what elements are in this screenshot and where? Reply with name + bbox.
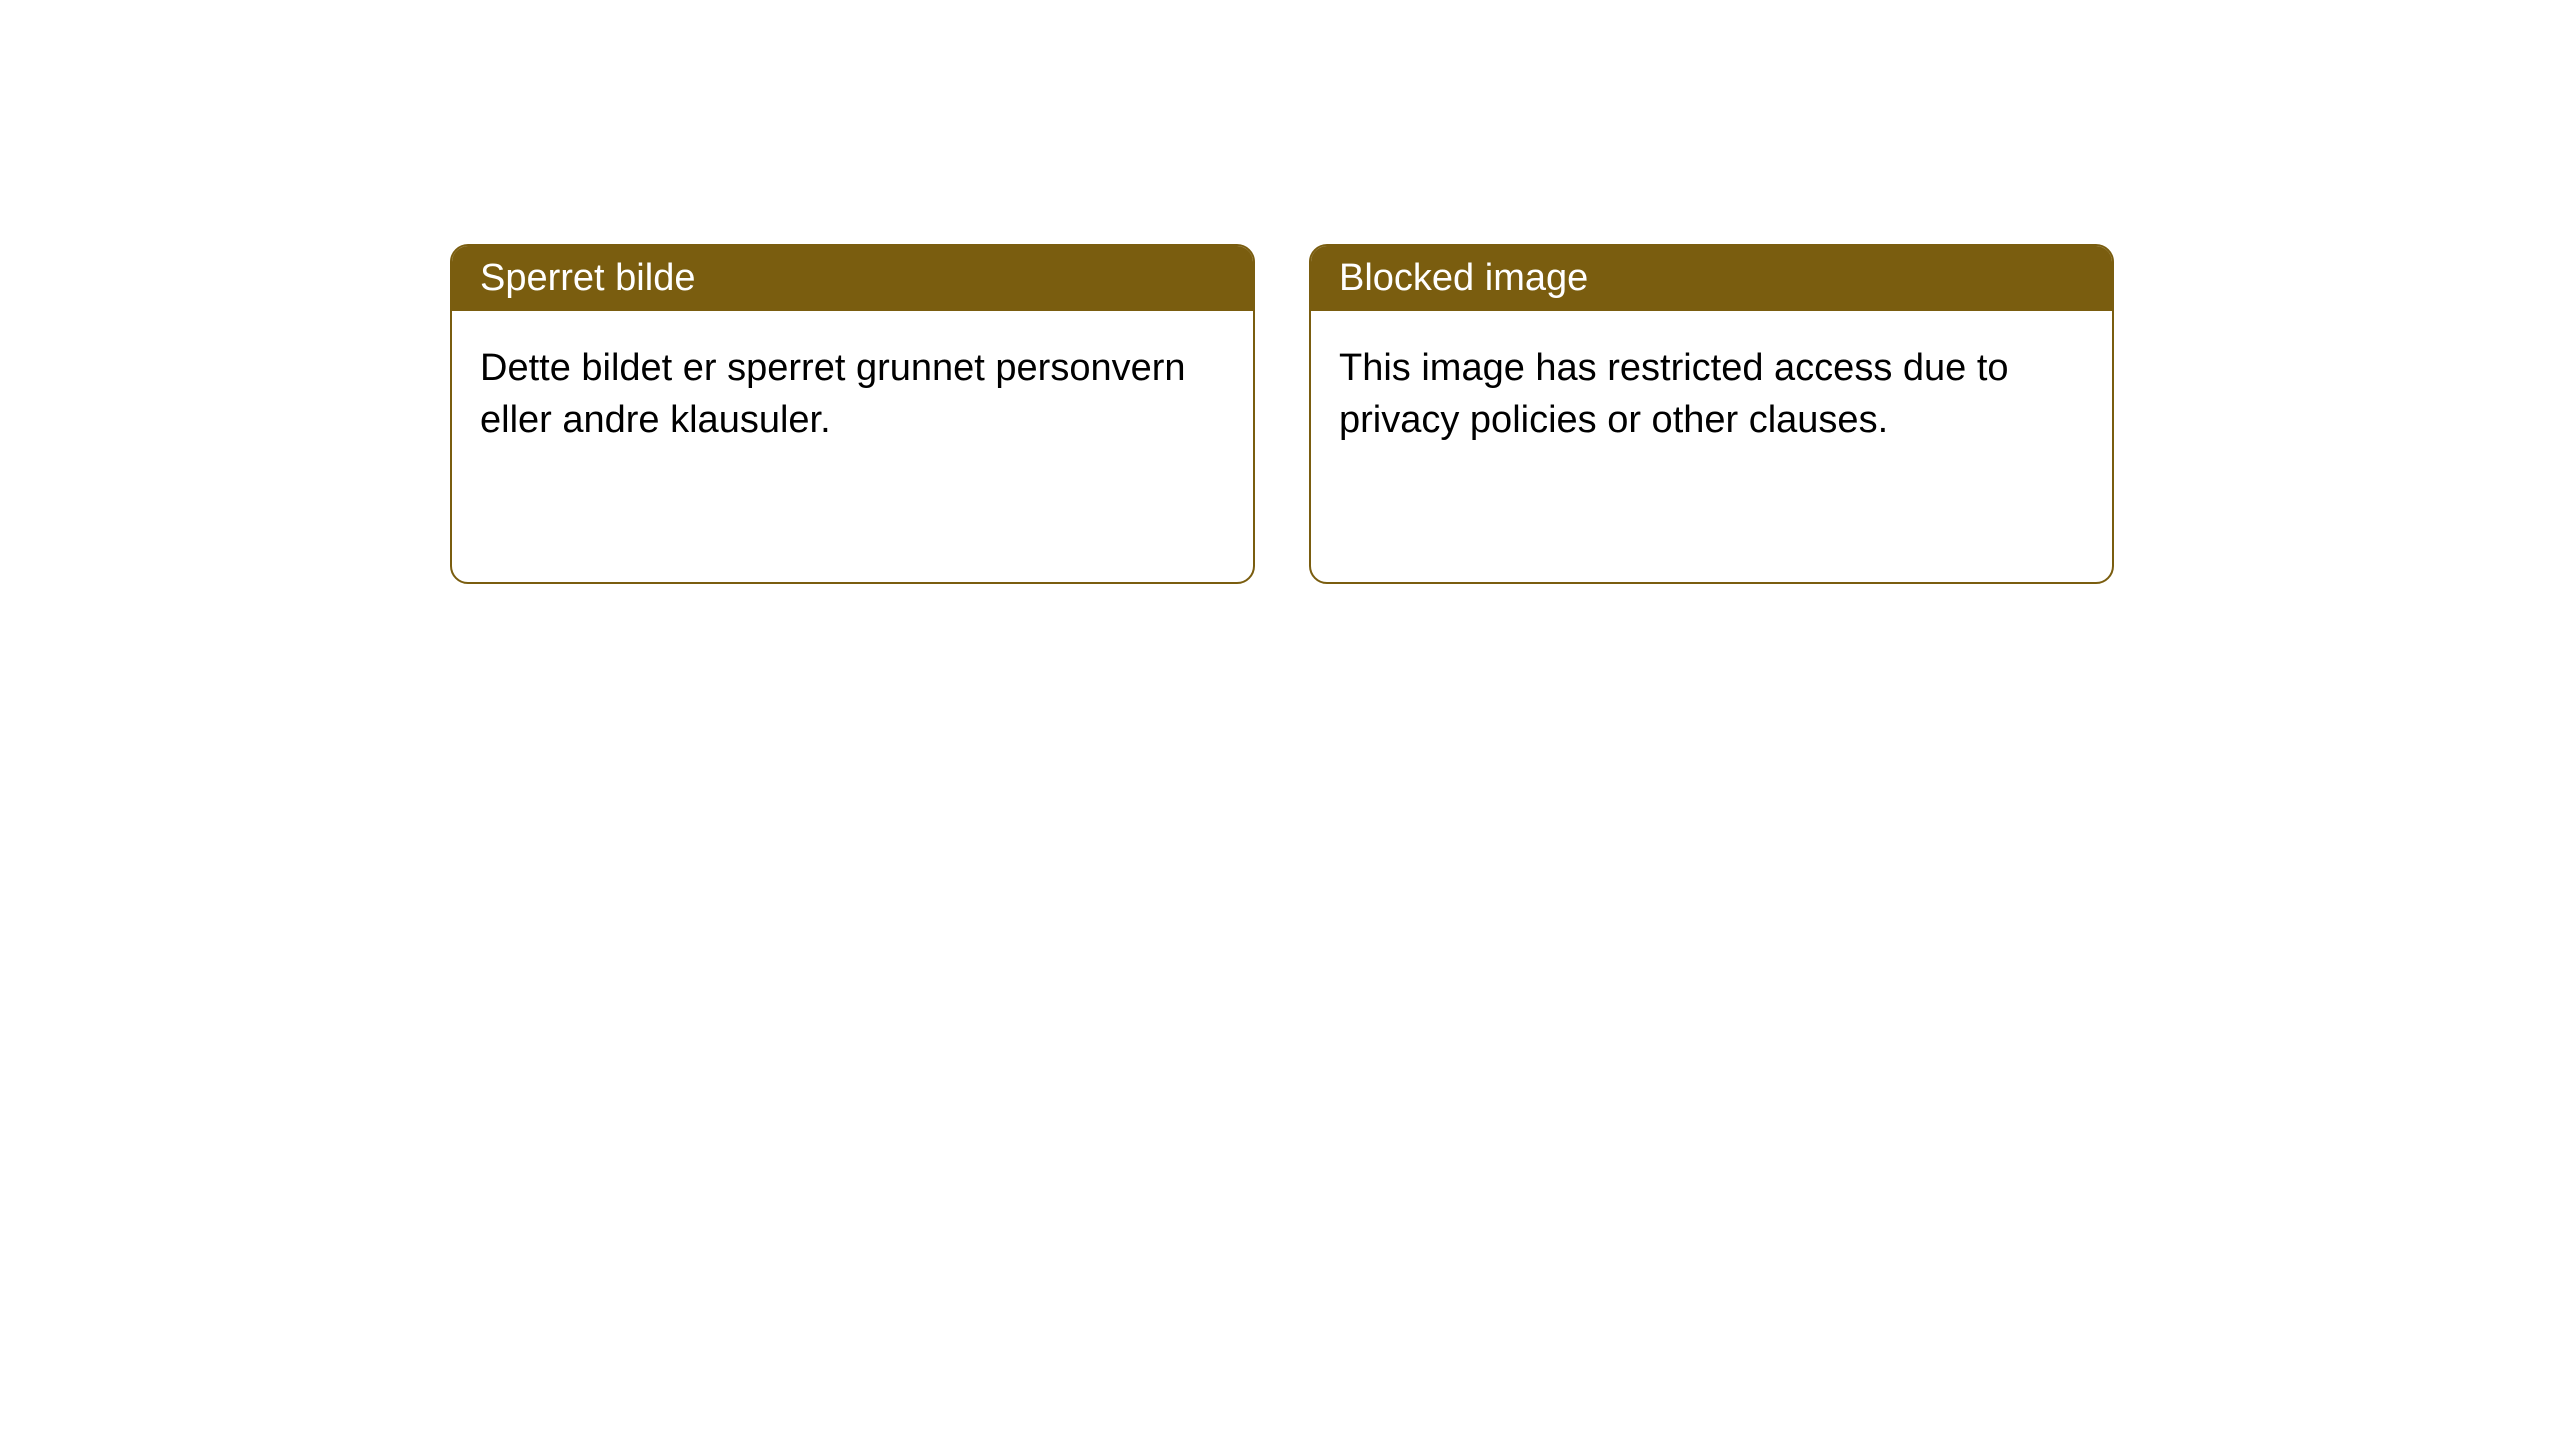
notice-card-norwegian: Sperret bilde Dette bildet er sperret gr… [450,244,1255,584]
notice-body: Dette bildet er sperret grunnet personve… [452,311,1253,478]
notice-card-english: Blocked image This image has restricted … [1309,244,2114,584]
notice-header: Blocked image [1311,246,2112,311]
notice-container: Sperret bilde Dette bildet er sperret gr… [450,244,2114,584]
notice-header: Sperret bilde [452,246,1253,311]
notice-body: This image has restricted access due to … [1311,311,2112,478]
